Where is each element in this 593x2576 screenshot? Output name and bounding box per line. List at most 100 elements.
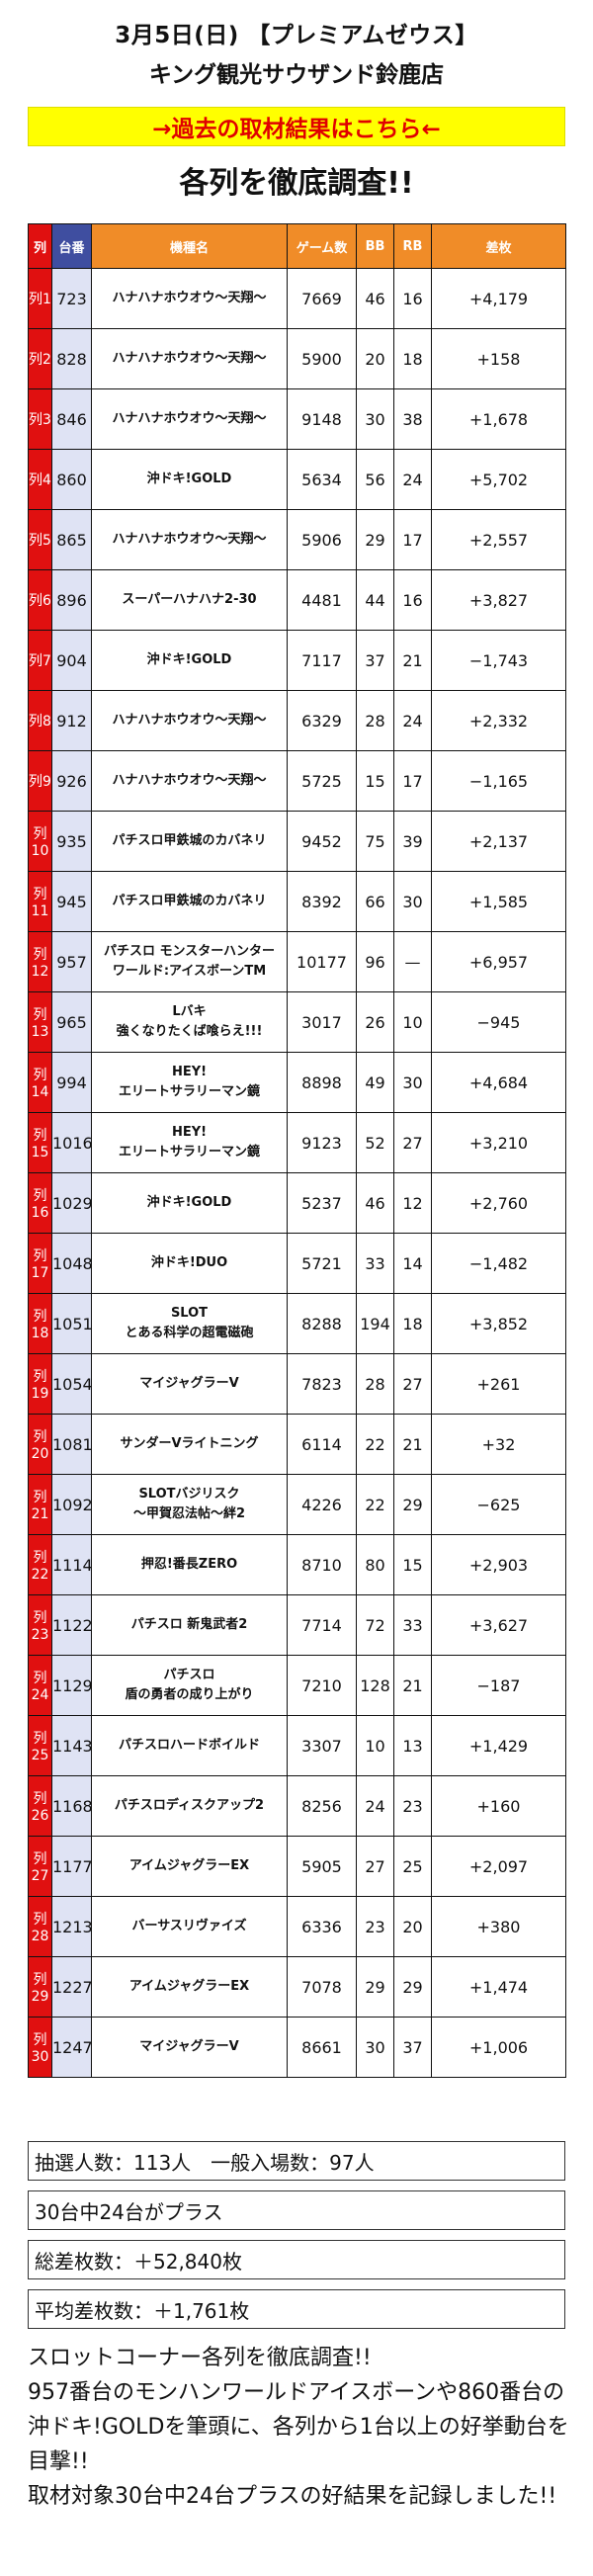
row-label: 列13 <box>28 991 52 1053</box>
row-label: 列20 <box>28 1414 52 1475</box>
game-count: 7823 <box>287 1353 357 1415</box>
diff-value: +3,852 <box>431 1293 566 1354</box>
header-games: ゲーム数 <box>287 223 357 269</box>
bb-count: 30 <box>356 388 394 450</box>
closing-line: 取材対象30台中24台プラスの好結果を記録しました!! <box>28 2484 557 2509</box>
row-label: 列9 <box>28 750 52 812</box>
model-name: マイジャグラーV <box>91 1353 288 1415</box>
model-name: ハナハナホウオウ〜天翔〜 <box>91 509 288 570</box>
game-count: 5721 <box>287 1233 357 1294</box>
table-row: 列3 846 ハナハナホウオウ〜天翔〜 9148 30 38 +1,678 <box>28 388 566 450</box>
bb-count: 46 <box>356 1172 394 1234</box>
model-name: アイムジャグラーEX <box>91 1836 288 1897</box>
game-count: 5900 <box>287 328 357 389</box>
game-count: 8898 <box>287 1052 357 1113</box>
model-name: 沖ドキ!GOLD <box>91 449 288 510</box>
diff-value: +1,585 <box>431 871 566 932</box>
bb-count: 26 <box>356 991 394 1053</box>
game-count: 7078 <box>287 1956 357 2018</box>
rb-count: 21 <box>393 630 432 691</box>
diff-value: −945 <box>431 991 566 1053</box>
unit-number: 1051 <box>51 1293 92 1354</box>
rb-count: 17 <box>393 750 432 812</box>
unit-number: 945 <box>51 871 92 932</box>
diff-value: +1,006 <box>431 2017 566 2078</box>
unit-number: 1048 <box>51 1233 92 1294</box>
avg-diff-info: 平均差枚数：＋1,761枚 <box>28 2289 565 2329</box>
diff-value: +6,957 <box>431 931 566 992</box>
row-label: 列23 <box>28 1594 52 1656</box>
table-row: 列14 994 HEY! エリートサラリーマン鏡 8898 49 30 +4,684 <box>28 1052 566 1113</box>
row-label: 列10 <box>28 811 52 872</box>
game-count: 7669 <box>287 268 357 329</box>
game-count: 7117 <box>287 630 357 691</box>
diff-value: +3,627 <box>431 1594 566 1656</box>
row-label: 列21 <box>28 1474 52 1535</box>
diff-value: +2,760 <box>431 1172 566 1234</box>
rb-count: 25 <box>393 1836 432 1897</box>
unit-number: 1247 <box>51 2017 92 2078</box>
bb-count: 128 <box>356 1655 394 1716</box>
unit-number: 896 <box>51 569 92 631</box>
bb-count: 28 <box>356 1353 394 1415</box>
rb-count: 29 <box>393 1956 432 2018</box>
rb-count: 33 <box>393 1594 432 1656</box>
rb-count: 37 <box>393 2017 432 2078</box>
game-count: 4226 <box>287 1474 357 1535</box>
game-count: 9452 <box>287 811 357 872</box>
closing-text: スロットコーナー各列を徹底調査!! 957番台のモンハンワールドアイスボーンや8… <box>28 2341 571 2514</box>
row-label: 列7 <box>28 630 52 691</box>
table-row: 列13 965 Lバキ 強くなりたくば喰らえ!!! 3017 26 10 −945 <box>28 991 566 1053</box>
model-name: パチスロ甲鉄城のカバネリ <box>91 811 288 872</box>
table-row: 列6 896 スーパーハナハナ2-30 4481 44 16 +3,827 <box>28 569 566 631</box>
rb-count: 21 <box>393 1655 432 1716</box>
table-row: 列19 1054 マイジャグラーV 7823 28 27 +261 <box>28 1353 566 1415</box>
model-name: HEY! エリートサラリーマン鏡 <box>91 1052 288 1113</box>
bb-count: 80 <box>356 1534 394 1595</box>
unit-number: 1122 <box>51 1594 92 1656</box>
table-body: 列1 723 ハナハナホウオウ〜天翔〜 7669 46 16 +4,179 列2 828 ハナハナ… <box>28 268 566 2078</box>
row-label: 列29 <box>28 1956 52 2018</box>
unit-number: 1029 <box>51 1172 92 1234</box>
game-count: 5905 <box>287 1836 357 1897</box>
table-row: 列4 860 沖ドキ!GOLD 5634 56 24 +5,702 <box>28 449 566 510</box>
table-row: 列8 912 ハナハナホウオウ〜天翔〜 6329 28 24 +2,332 <box>28 690 566 751</box>
game-count: 8288 <box>287 1293 357 1354</box>
unit-number: 957 <box>51 931 92 992</box>
header-diff: 差枚 <box>431 223 566 269</box>
game-count: 6329 <box>287 690 357 751</box>
unit-number: 1054 <box>51 1353 92 1415</box>
unit-number: 965 <box>51 991 92 1053</box>
game-count: 8710 <box>287 1534 357 1595</box>
rb-count: 18 <box>393 328 432 389</box>
diff-value: +5,702 <box>431 449 566 510</box>
model-name: ハナハナホウオウ〜天翔〜 <box>91 268 288 329</box>
bb-count: 29 <box>356 509 394 570</box>
game-count: 8661 <box>287 2017 357 2078</box>
model-name: パチスロ モンスターハンター ワールド:アイスボーンTM <box>91 931 288 992</box>
table-row: 列20 1081 サンダーVライトニング 6114 22 21 +32 <box>28 1414 566 1475</box>
diff-value: +4,684 <box>431 1052 566 1113</box>
diff-value: +160 <box>431 1775 566 1837</box>
table-row: 列16 1029 沖ドキ!GOLD 5237 46 12 +2,760 <box>28 1172 566 1234</box>
model-name: SLOTバジリスク 〜甲賀忍法帖〜絆2 <box>91 1474 288 1535</box>
bb-count: 20 <box>356 328 394 389</box>
table-row: 列9 926 ハナハナホウオウ〜天翔〜 5725 15 17 −1,165 <box>28 750 566 812</box>
diff-value: +4,179 <box>431 268 566 329</box>
game-count: 6336 <box>287 1896 357 1957</box>
rb-count: 13 <box>393 1715 432 1776</box>
game-count: 5725 <box>287 750 357 812</box>
row-label: 列11 <box>28 871 52 932</box>
model-name: Lバキ 強くなりたくば喰らえ!!! <box>91 991 288 1053</box>
past-results-link[interactable]: →過去の取材結果はこちら← <box>28 107 565 146</box>
bb-count: 30 <box>356 2017 394 2078</box>
table-row: 列27 1177 アイムジャグラーEX 5905 27 25 +2,097 <box>28 1836 566 1897</box>
row-label: 列17 <box>28 1233 52 1294</box>
game-count: 3017 <box>287 991 357 1053</box>
diff-value: +2,557 <box>431 509 566 570</box>
game-count: 3307 <box>287 1715 357 1776</box>
unit-number: 828 <box>51 328 92 389</box>
game-count: 7210 <box>287 1655 357 1716</box>
attendance-info: 抽選人数：113人 一般入場数：97人 <box>28 2141 565 2181</box>
rb-count: 10 <box>393 991 432 1053</box>
